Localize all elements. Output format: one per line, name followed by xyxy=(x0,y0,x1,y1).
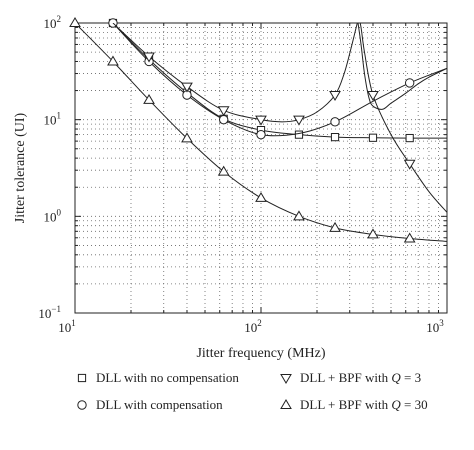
series-line xyxy=(112,23,447,139)
legend-item: DLL with compensation xyxy=(77,397,223,412)
legend-item: DLL + BPF with Q = 30 xyxy=(280,397,428,412)
series-line xyxy=(112,23,447,213)
legend-label: DLL with compensation xyxy=(96,397,223,412)
data-point xyxy=(143,52,155,63)
data-point xyxy=(403,159,416,170)
legend-label: DLL + BPF with Q = 3 xyxy=(300,370,421,385)
series-line xyxy=(357,23,447,110)
series-1 xyxy=(108,18,447,140)
x-tick-label: 101 xyxy=(58,318,76,335)
data-point xyxy=(330,117,340,127)
legend-marker xyxy=(280,374,292,384)
series-line xyxy=(112,23,447,137)
x-tick-label: 103 xyxy=(426,318,444,335)
data-point xyxy=(69,17,81,27)
legend-label: DLL with no compensation xyxy=(96,370,239,385)
legend-marker xyxy=(77,373,87,383)
data-point xyxy=(217,165,230,176)
data-point xyxy=(330,133,340,142)
legend: DLL with no compensation DLL + BPF with Q… xyxy=(77,370,428,412)
data-point xyxy=(256,129,266,140)
x-tick-label: 102 xyxy=(244,318,262,335)
x-axis-label: Jitter frequency (MHz) xyxy=(196,346,325,361)
tick-layer: 101 102 103 10−1 100 101 102 xyxy=(38,14,447,335)
y-tick-label: 102 xyxy=(44,14,62,31)
data-point xyxy=(329,90,341,101)
data-point xyxy=(405,133,414,143)
y-tick-label: 100 xyxy=(44,207,62,224)
legend-label: DLL + BPF with Q = 30 xyxy=(300,397,428,412)
data-point xyxy=(181,132,193,143)
series-3 xyxy=(69,17,447,243)
y-axis-label: Jitter tolerance (UI) xyxy=(13,112,28,223)
data-point xyxy=(294,130,304,139)
data-point xyxy=(404,78,415,88)
data-point xyxy=(368,133,378,142)
data-point xyxy=(403,232,416,243)
data-point xyxy=(255,115,267,126)
series-2 xyxy=(112,23,447,213)
data-point xyxy=(217,106,230,117)
data-point xyxy=(367,90,379,101)
y-tick-label: 101 xyxy=(44,111,62,128)
legend-item: DLL with no compensation xyxy=(77,370,239,385)
series-layer xyxy=(69,17,447,243)
legend-item: DLL + BPF with Q = 3 xyxy=(280,370,421,385)
y-tick-label: 10−1 xyxy=(38,304,61,321)
legend-marker xyxy=(280,399,292,409)
legend-marker xyxy=(77,400,87,410)
data-point xyxy=(367,228,379,239)
data-point xyxy=(107,55,119,66)
series-0 xyxy=(108,18,447,143)
data-point xyxy=(181,82,193,93)
data-point xyxy=(293,210,305,221)
series-4 xyxy=(357,23,447,110)
data-point xyxy=(293,115,305,126)
data-point xyxy=(218,114,229,125)
data-point xyxy=(143,93,155,104)
data-point xyxy=(329,221,341,232)
grid-layer xyxy=(75,23,447,313)
data-point xyxy=(255,191,267,202)
